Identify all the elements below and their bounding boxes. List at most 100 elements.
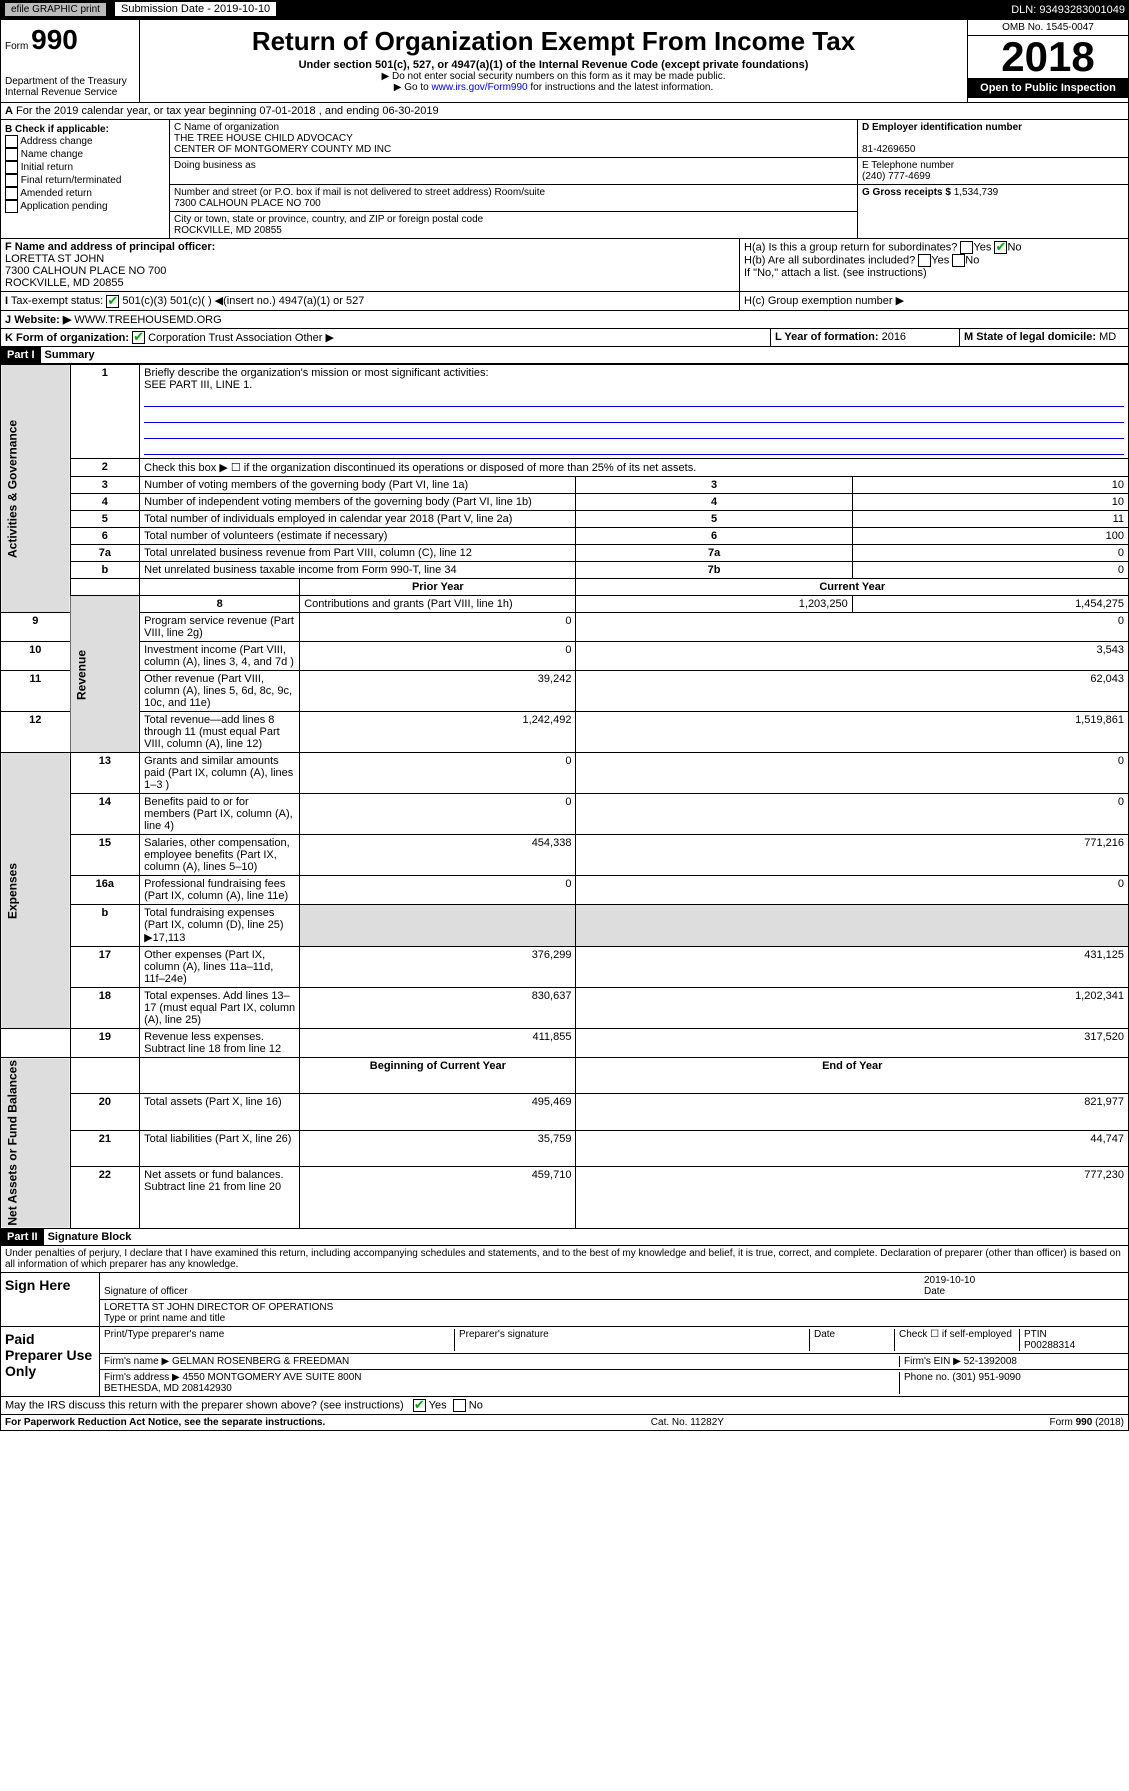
part1-header: Part I Summary: [0, 347, 1129, 364]
discuss-yes[interactable]: [413, 1399, 426, 1412]
part2-header: Part II Signature Block: [0, 1229, 1129, 1246]
officer-name: LORETTA ST JOHN: [5, 253, 104, 265]
row7a: Total unrelated business revenue from Pa…: [140, 545, 576, 562]
org-name: THE TREE HOUSE CHILD ADVOCACY CENTER OF …: [174, 133, 391, 155]
exp14: Benefits paid to or for members (Part IX…: [140, 794, 300, 835]
501c3-check[interactable]: [106, 295, 119, 308]
exp13: Grants and similar amounts paid (Part IX…: [140, 753, 300, 794]
row5: Total number of individuals employed in …: [140, 511, 576, 528]
firm-phone: (301) 951-9090: [952, 1372, 1020, 1383]
ein: 81-4269650: [862, 144, 915, 155]
paid-preparer-label: Paid Preparer Use Only: [1, 1327, 100, 1396]
form-ref: Form 990 (2018): [1050, 1417, 1124, 1428]
b-opt-pending: Application pending: [5, 201, 108, 212]
hc-label: H(c) Group exemption number ▶: [744, 295, 904, 307]
part2-title: Signature Block: [44, 1229, 1128, 1245]
phone-label: E Telephone number: [862, 160, 954, 171]
hb-label: H(b) Are all subordinates included?: [744, 254, 915, 266]
ptin-label: PTIN: [1024, 1329, 1047, 1340]
hb-note: If "No," attach a list. (see instruction…: [744, 267, 927, 279]
street-address: 7300 CALHOUN PLACE NO 700: [174, 198, 321, 209]
hb-no[interactable]: [952, 254, 965, 267]
f-label: F Name and address of principal officer:: [5, 241, 215, 253]
form-label: Form: [5, 41, 28, 52]
prep-name-label: Print/Type preparer's name: [104, 1329, 224, 1340]
part1-badge: Part I: [1, 347, 41, 363]
rev8: Contributions and grants (Part VIII, lin…: [300, 596, 576, 613]
row6: Total number of volunteers (estimate if …: [140, 528, 576, 545]
b-opt-address: Address change: [5, 136, 93, 147]
cat-no: Cat. No. 11282Y: [651, 1417, 724, 1428]
dept-treasury: Department of the Treasury Internal Reve…: [5, 76, 135, 98]
hb-yes[interactable]: [918, 254, 931, 267]
addr-label: Number and street (or P.O. box if mail i…: [174, 187, 545, 198]
line-j: J Website: ▶ WWW.TREEHOUSEMD.ORG: [0, 311, 1129, 329]
block-b-to-g: B Check if applicable: Address change Na…: [0, 120, 1129, 239]
b-opt-amended: Amended return: [5, 188, 92, 199]
discuss-no[interactable]: [453, 1399, 466, 1412]
ssn-note: ▶ Do not enter social security numbers o…: [144, 71, 963, 82]
line2: Check this box ▶ ☐ if the organization d…: [140, 459, 1129, 477]
irs-link[interactable]: www.irs.gov/Form990: [431, 82, 527, 93]
b-opt-final: Final return/terminated: [5, 175, 121, 186]
ha-no[interactable]: [994, 241, 1007, 254]
website-label: Website: ▶: [14, 314, 71, 326]
ha-label: H(a) Is this a group return for subordin…: [744, 241, 957, 253]
tax-year: 2018: [968, 36, 1128, 78]
exp15: Salaries, other compensation, employee b…: [140, 835, 300, 876]
part2-badge: Part II: [1, 1229, 44, 1245]
c-name-label: C Name of organization: [174, 122, 279, 133]
firm-ein-label: Firm's EIN ▶: [904, 1356, 961, 1367]
website: WWW.TREEHOUSEMD.ORG: [74, 314, 221, 326]
form-subtitle: Under section 501(c), 527, or 4947(a)(1)…: [144, 59, 963, 71]
l-label: L Year of formation:: [775, 331, 879, 343]
rev9: Program service revenue (Part VIII, line…: [140, 613, 300, 642]
phone: (240) 777-4699: [862, 171, 930, 182]
gross-label: G Gross receipts $: [862, 187, 951, 198]
prior-year-hdr: Prior Year: [300, 579, 576, 596]
row3: Number of voting members of the governin…: [140, 477, 576, 494]
rev10: Investment income (Part VIII, column (A)…: [140, 642, 300, 671]
vert-governance: Activities & Governance: [1, 365, 71, 613]
na20: Total assets (Part X, line 16): [140, 1094, 300, 1130]
vert-revenue: Revenue: [70, 596, 140, 753]
b-opt-name: Name change: [5, 149, 83, 160]
exp16b: Total fundraising expenses (Part IX, col…: [140, 905, 300, 947]
officer-addr: 7300 CALHOUN PLACE NO 700 ROCKVILLE, MD …: [5, 265, 166, 289]
k-corp[interactable]: [132, 331, 145, 344]
officer-typed-label: Type or print name and title: [104, 1313, 225, 1324]
city-state-zip: ROCKVILLE, MD 20855: [174, 225, 282, 236]
firm-name: GELMAN ROSENBERG & FREEDMAN: [172, 1356, 349, 1367]
tax-year-range: For the 2019 calendar year, or tax year …: [16, 105, 439, 117]
na22: Net assets or fund balances. Subtract li…: [140, 1166, 300, 1228]
open-public: Open to Public Inspection: [968, 78, 1128, 98]
dln: DLN: 93493283001049: [1011, 4, 1125, 16]
sign-here: Sign Here: [1, 1273, 100, 1326]
state-domicile: MD: [1099, 331, 1116, 343]
dba-label: Doing business as: [174, 160, 256, 171]
vert-expenses: Expenses: [1, 753, 71, 1029]
row7b: Net unrelated business taxable income fr…: [140, 562, 576, 579]
rev12: Total revenue—add lines 8 through 11 (mu…: [140, 712, 300, 753]
na21: Total liabilities (Part X, line 26): [140, 1130, 300, 1166]
section-a: A For the 2019 calendar year, or tax yea…: [0, 103, 1129, 120]
form-number: 990: [31, 24, 78, 55]
efile-print-button[interactable]: efile GRAPHIC print: [4, 2, 107, 17]
ha-yes[interactable]: [960, 241, 973, 254]
form-title: Return of Organization Exempt From Incom…: [144, 26, 963, 57]
part1-title: Summary: [41, 347, 1128, 363]
b-label: B Check if applicable:: [5, 124, 109, 135]
discuss-text: May the IRS discuss this return with the…: [5, 1399, 404, 1411]
pra-notice: For Paperwork Reduction Act Notice, see …: [5, 1417, 325, 1428]
goto-note: ▶ Go to www.irs.gov/Form990 for instruct…: [144, 82, 963, 93]
ein-label: D Employer identification number: [862, 122, 1022, 133]
m-label: M State of legal domicile:: [964, 331, 1096, 343]
line1-label: Briefly describe the organization's miss…: [144, 367, 488, 379]
firm-ein: 52-1392008: [964, 1356, 1017, 1367]
exp19: Revenue less expenses. Subtract line 18 …: [140, 1029, 300, 1058]
form-header: Form 990 Department of the Treasury Inte…: [0, 19, 1129, 103]
summary-table: Activities & Governance 1 Briefly descri…: [0, 364, 1129, 1229]
rev11: Other revenue (Part VIII, column (A), li…: [140, 671, 300, 712]
vert-netassets: Net Assets or Fund Balances: [1, 1058, 71, 1229]
prep-date-label: Date: [814, 1329, 835, 1340]
